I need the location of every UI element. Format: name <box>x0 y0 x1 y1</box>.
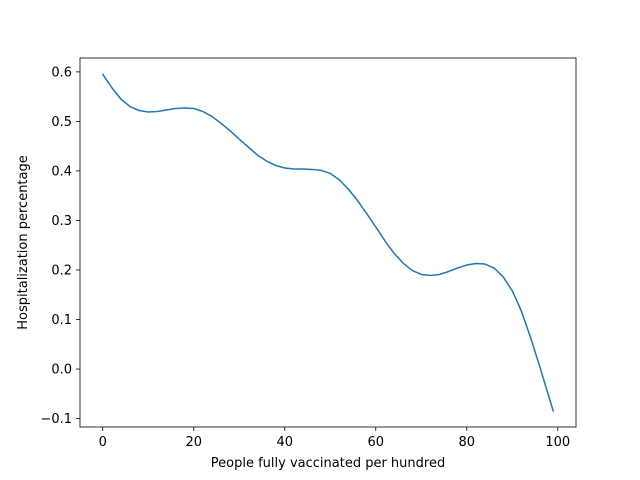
y-tick-label: 0.0 <box>51 363 72 378</box>
series-line-0 <box>102 73 554 412</box>
x-tick-label: 20 <box>185 435 202 450</box>
plot-content <box>102 73 554 412</box>
y-tick-label: 0.5 <box>51 115 72 130</box>
x-tick-label: 80 <box>459 435 476 450</box>
y-tick-label: −0.1 <box>40 412 72 427</box>
y-tick-label: 0.6 <box>51 65 72 80</box>
y-axis-label: Hospitalization percentage <box>16 155 31 329</box>
x-axis-ticks: 0 20 40 60 80 100 <box>99 427 570 450</box>
plot-frame <box>79 57 577 428</box>
y-tick-label: 0.3 <box>51 214 72 229</box>
x-tick-label: 40 <box>276 435 293 450</box>
y-tick-label: 0.2 <box>51 263 72 278</box>
x-tick-label: 100 <box>545 435 570 450</box>
y-tick-label: 0.1 <box>51 313 72 328</box>
y-axis-ticks: −0.1 0.0 0.1 0.2 0.3 0.4 0.5 0.6 <box>40 65 80 427</box>
x-axis-label: People fully vaccinated per hundred <box>211 456 445 471</box>
y-tick-label: 0.4 <box>51 164 72 179</box>
x-tick-label: 60 <box>368 435 385 450</box>
x-tick-label: 0 <box>99 435 107 450</box>
